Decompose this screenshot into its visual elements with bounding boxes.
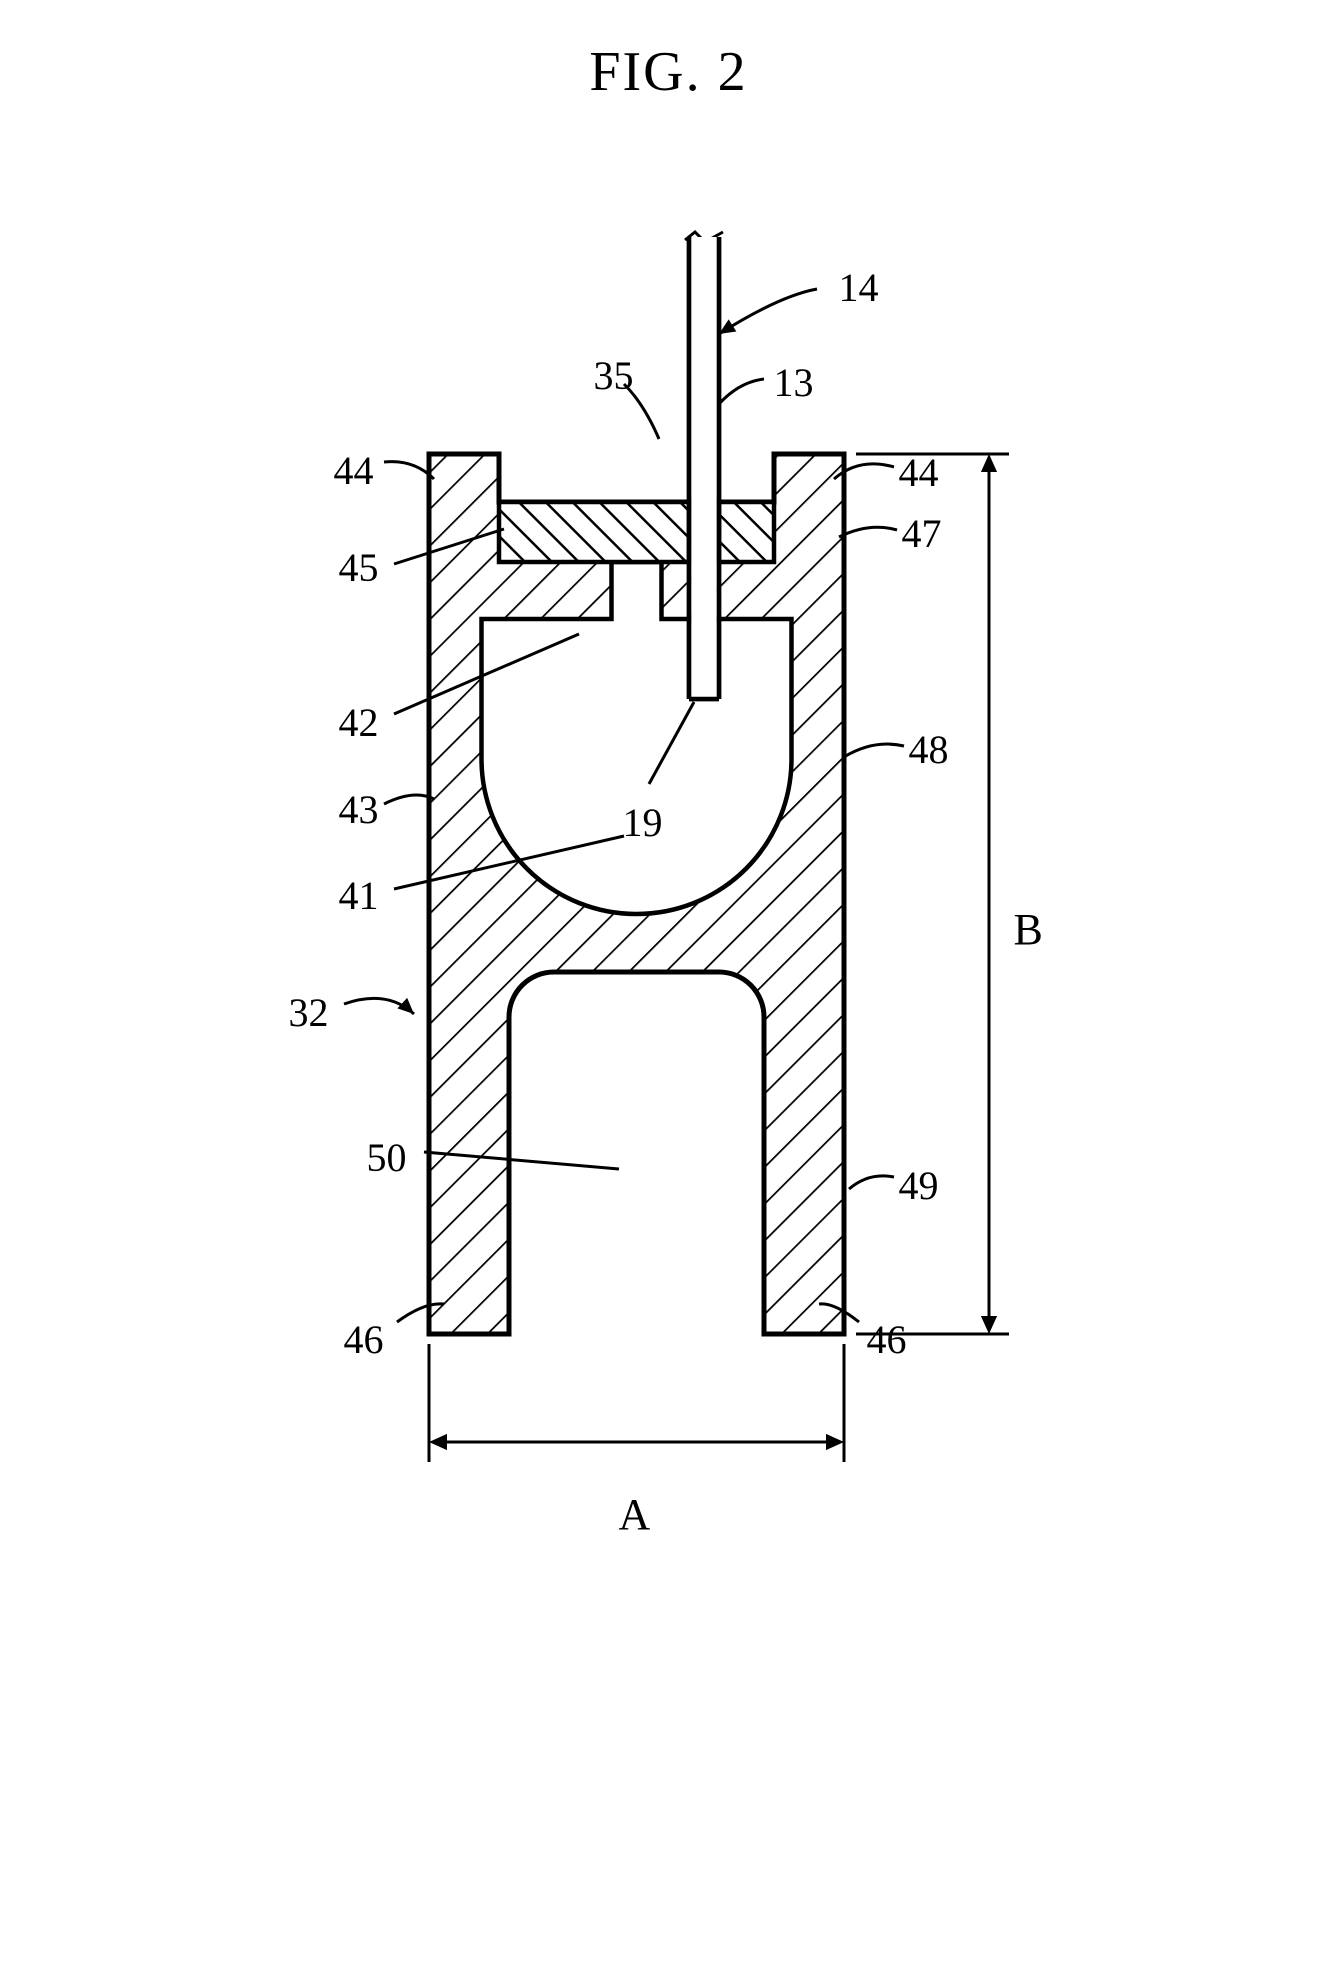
ref-label-48: 48 bbox=[909, 726, 949, 773]
figure-title: FIG. 2 bbox=[589, 40, 747, 104]
ref-label-47: 47 bbox=[902, 510, 942, 557]
ref-label-13: 13 bbox=[774, 359, 814, 406]
ref-label-45: 45 bbox=[339, 544, 379, 591]
ref-label-49: 49 bbox=[899, 1162, 939, 1209]
ref-label-35: 35 bbox=[594, 352, 634, 399]
ref-label-44L: 44 bbox=[334, 447, 374, 494]
ref-label-14: 14 bbox=[839, 264, 879, 311]
dim-label-B: B bbox=[1014, 904, 1043, 955]
ref-label-19: 19 bbox=[623, 799, 663, 846]
dim-label-A: A bbox=[619, 1489, 651, 1540]
ref-label-41: 41 bbox=[339, 872, 379, 919]
ref-label-44R: 44 bbox=[899, 449, 939, 496]
ref-label-32: 32 bbox=[289, 989, 329, 1036]
ref-label-46R: 46 bbox=[867, 1316, 907, 1363]
ref-label-43: 43 bbox=[339, 786, 379, 833]
ref-label-42: 42 bbox=[339, 699, 379, 746]
ref-label-46L: 46 bbox=[344, 1316, 384, 1363]
diagram: 14 35 13 44 44 47 45 42 48 43 19 41 32 50 49 46 46 A B bbox=[219, 204, 1119, 1704]
ref-label-50: 50 bbox=[367, 1134, 407, 1181]
